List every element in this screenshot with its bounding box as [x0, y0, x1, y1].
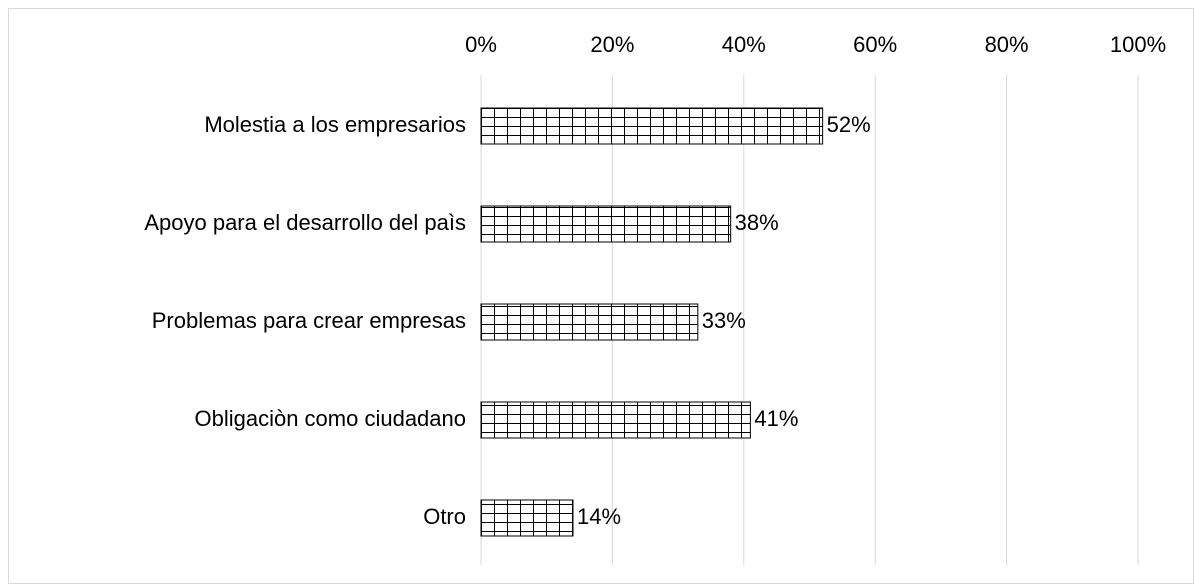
bar: [480, 401, 751, 439]
data-label: 38%: [735, 210, 779, 235]
x-tick-label: 0%: [465, 32, 497, 57]
y-tick-label: Molestia a los empresarios: [204, 112, 466, 137]
bar: [480, 107, 824, 145]
x-tick-label: 40%: [722, 32, 766, 57]
data-label: 52%: [827, 112, 871, 137]
data-label: 41%: [754, 406, 798, 431]
y-tick-label: Otro: [423, 504, 466, 529]
x-tick-label: 100%: [1110, 32, 1166, 57]
chart-frame: [8, 8, 1194, 584]
x-tick-label: 60%: [853, 32, 897, 57]
x-tick-label: 20%: [590, 32, 634, 57]
y-tick-label: Obligaciòn como ciudadano: [194, 406, 466, 431]
x-tick-label: 80%: [985, 32, 1029, 57]
bar: [480, 499, 574, 537]
y-tick-label: Apoyo para el desarrollo del paìs: [144, 210, 466, 235]
y-tick-label: Problemas para crear empresas: [152, 308, 466, 333]
data-label: 33%: [702, 308, 746, 333]
bar: [480, 205, 732, 243]
bar: [480, 303, 699, 341]
data-label: 14%: [577, 504, 621, 529]
